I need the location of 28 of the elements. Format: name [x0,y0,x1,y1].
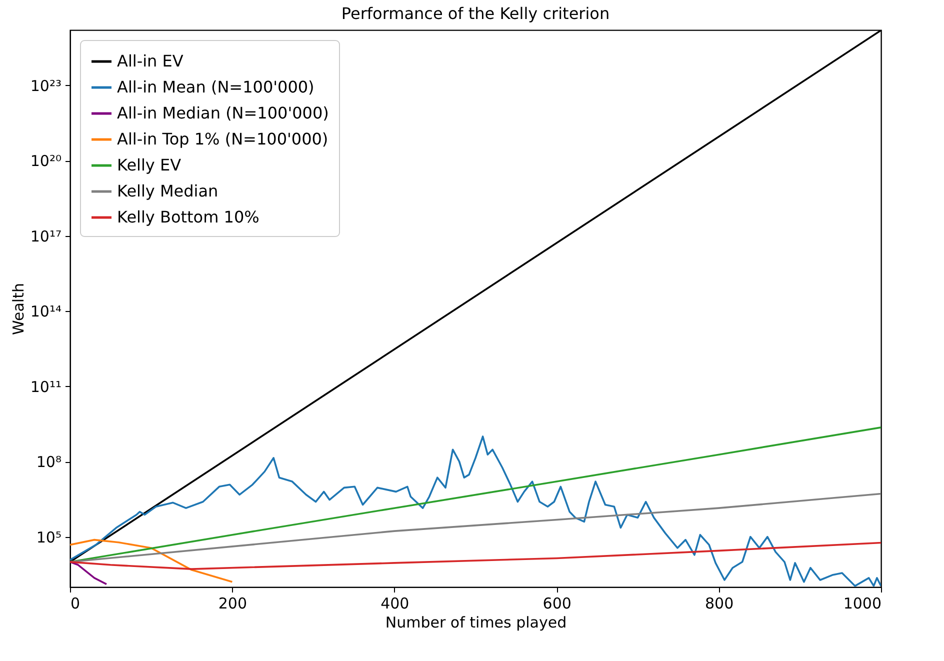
y-tick-label: 10⁵ [36,528,62,546]
x-tick-label: 400 [380,594,410,612]
y-tick-label: 10²³ [30,76,62,95]
legend-label: All-in Top 1% (N=100'000) [117,130,328,148]
x-axis-title: Number of times played [385,614,567,632]
line-series [70,426,881,563]
legend-label: Kelly EV [117,156,182,174]
y-axis-title: Wealth [9,283,28,335]
y-tick-label: 10¹⁴ [30,302,62,321]
y-tick-label: 10⁸ [36,453,62,472]
y-tick-label: 10¹⁷ [30,227,62,246]
legend-label: All-in Mean (N=100'000) [117,78,314,96]
legend-label: All-in EV [117,52,184,70]
legend-label: Kelly Median [117,182,218,200]
x-tick-label: 0 [70,594,80,612]
x-tick-label: 1000 [843,594,882,612]
x-tick-label: 800 [704,594,734,612]
line-series [70,542,881,570]
line-series [70,561,108,586]
y-tick-label: 10²⁰ [30,152,62,170]
x-tick-label: 600 [542,594,572,612]
x-tick-label: 200 [218,594,248,612]
legend-label: Kelly Bottom 10% [117,208,260,226]
line-series [70,492,881,563]
chart-title: Performance of the Kelly criterion [341,4,610,23]
y-tick-label: 10¹¹ [30,378,62,396]
legend-label: All-in Median (N=100'000) [117,104,329,122]
line-series [70,538,234,583]
